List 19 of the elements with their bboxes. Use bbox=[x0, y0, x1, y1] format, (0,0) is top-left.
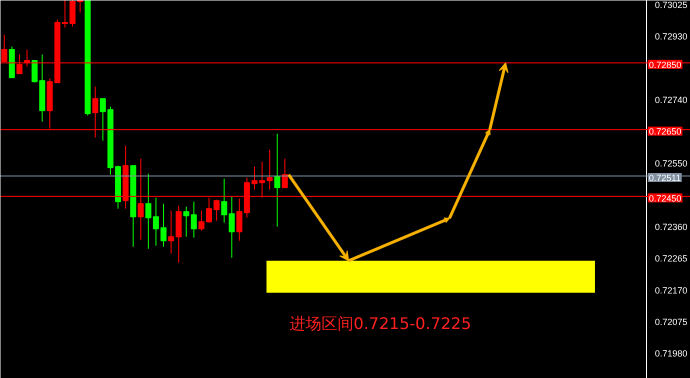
y-tick-label: 0.72550 bbox=[654, 158, 688, 168]
ref-line-label: 0.72650 bbox=[648, 126, 682, 137]
y-tick-label: 0.72170 bbox=[654, 285, 688, 296]
y-tick-label: 0.72075 bbox=[654, 316, 688, 327]
candlestick bbox=[282, 158, 288, 188]
candlestick bbox=[221, 178, 228, 224]
candlestick bbox=[228, 196, 235, 258]
y-tick-label: 0.72265 bbox=[654, 254, 688, 264]
annotation: 进场区间0.7215-0.7225 bbox=[290, 314, 472, 333]
y-tick-label: 0.72360 bbox=[654, 222, 688, 232]
y-tick-label: 0.72930 bbox=[654, 32, 688, 42]
ref-line-label: 0.72850 bbox=[648, 60, 682, 70]
ref-line-label: 0.72450 bbox=[648, 193, 682, 204]
candlestick bbox=[274, 133, 280, 228]
y-tick-label: 0.72740 bbox=[654, 95, 688, 106]
ref-line-label: 0.72511 bbox=[648, 172, 681, 183]
y-tick-label: 0.73025 bbox=[654, 0, 688, 10]
y-tick-label: 0.71980 bbox=[654, 348, 688, 359]
candlestick bbox=[266, 149, 273, 190]
